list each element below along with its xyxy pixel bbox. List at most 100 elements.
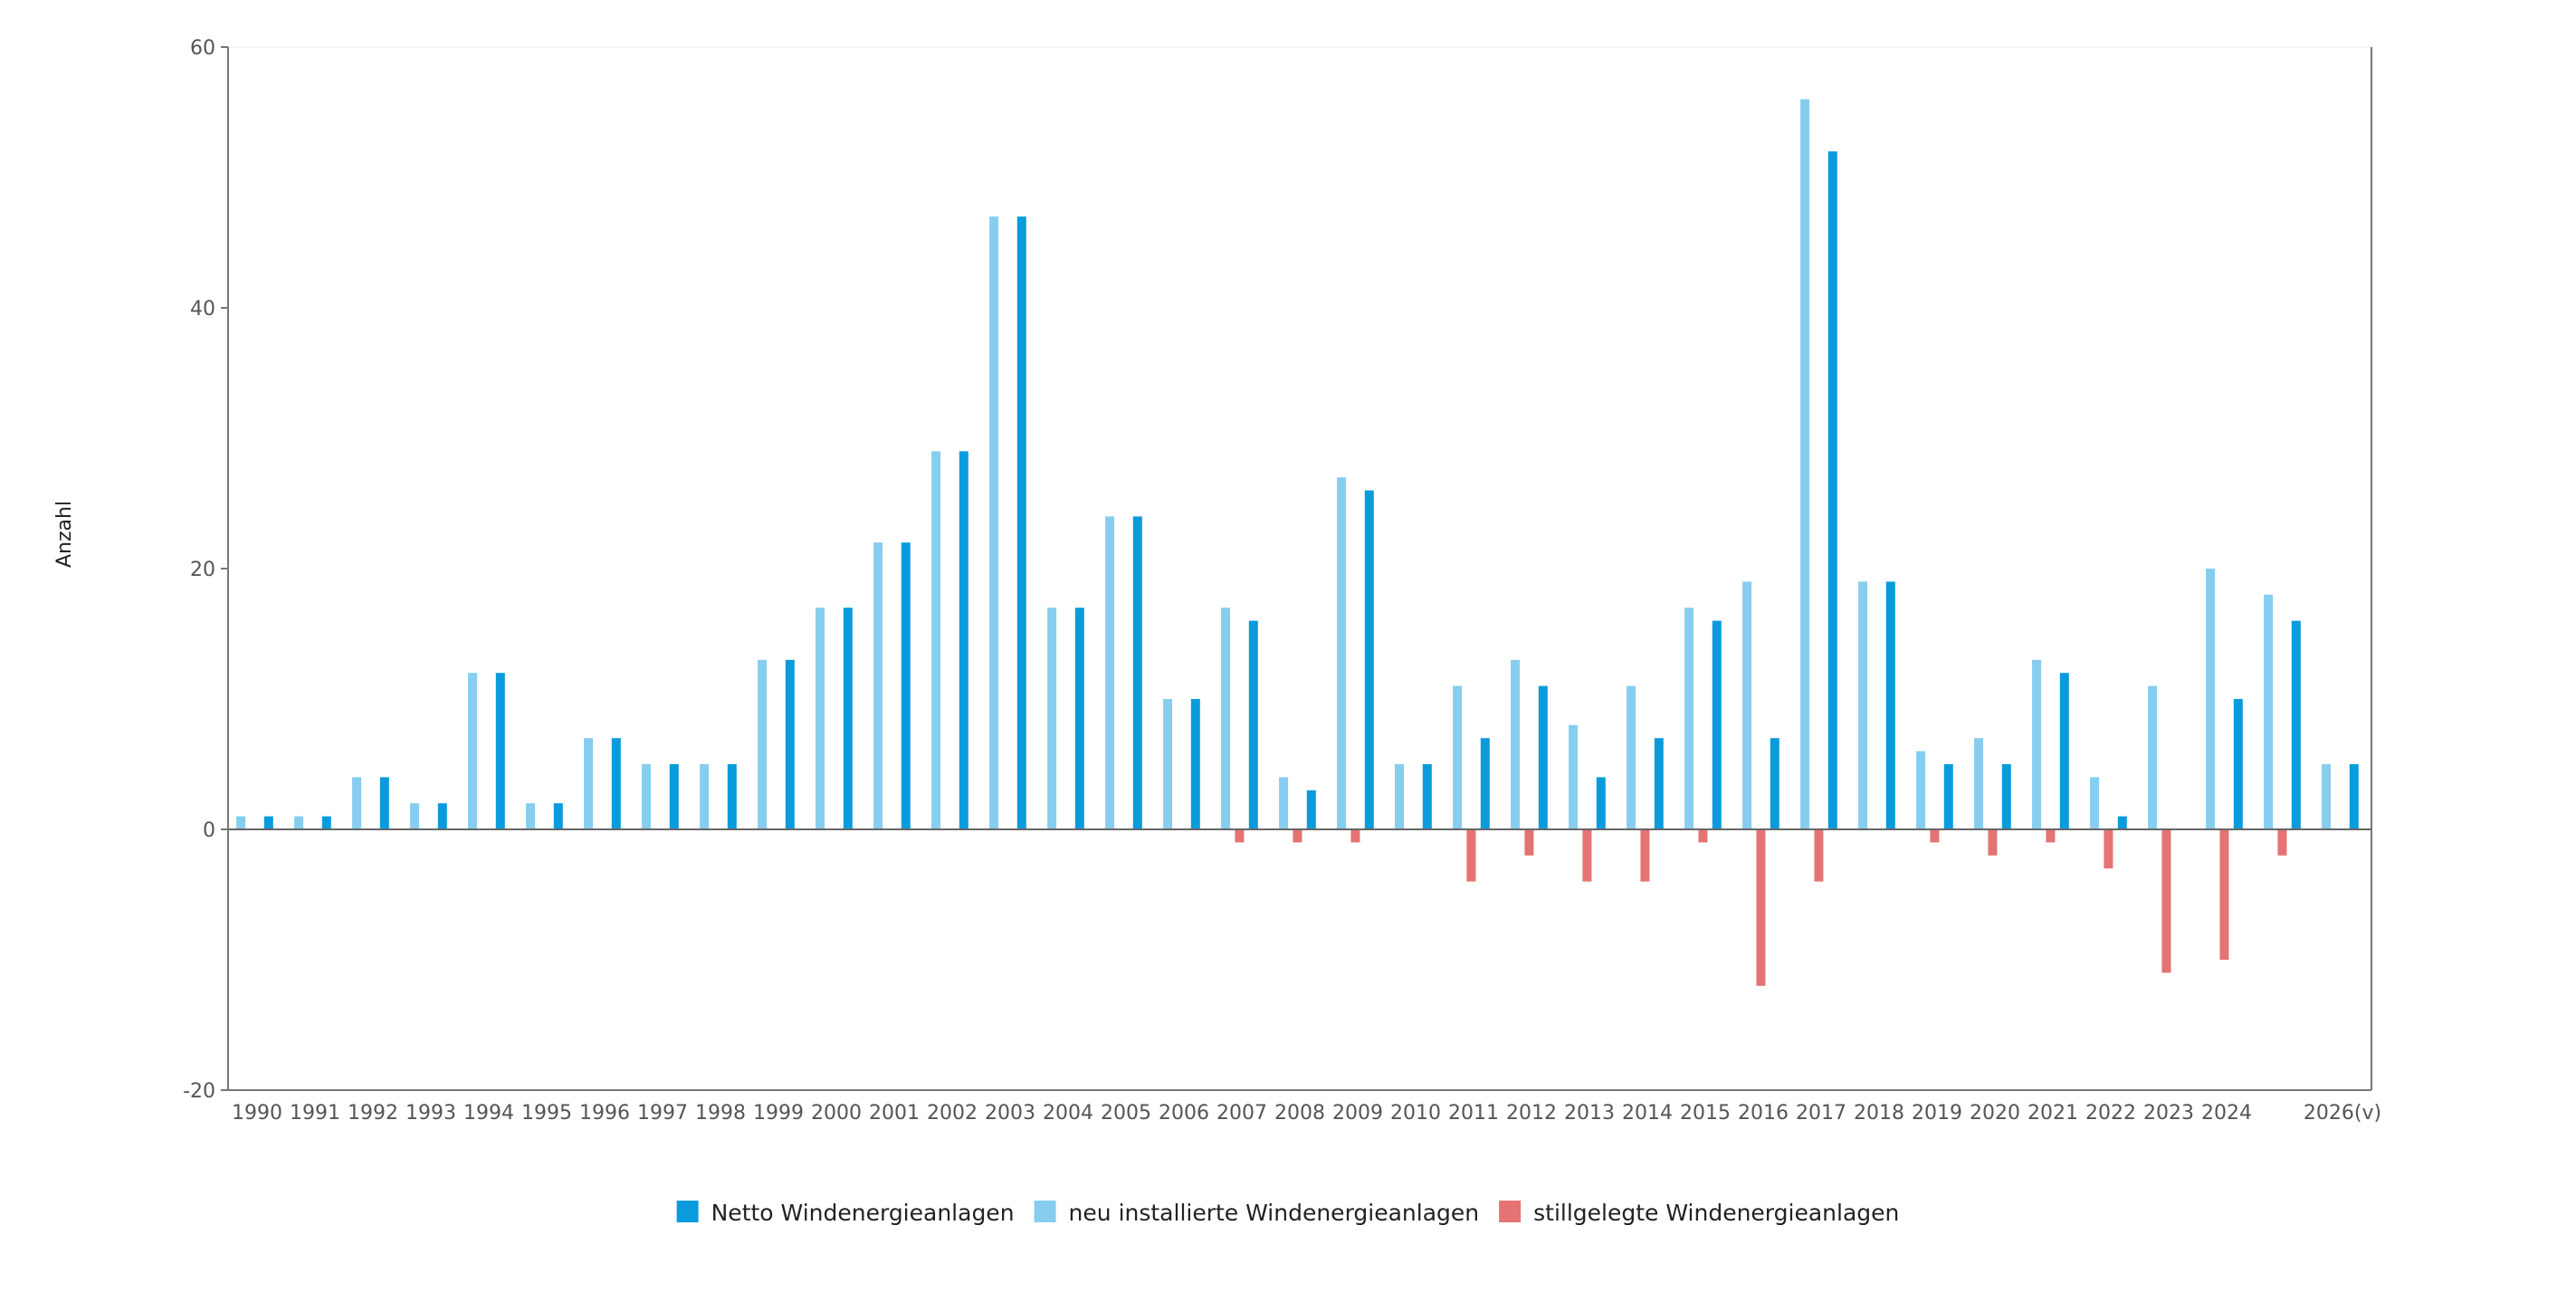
bar-netto-2024: [2233, 699, 2243, 829]
x-tick-label: 1997: [637, 1102, 688, 1125]
bar-netto-1991: [321, 816, 331, 829]
bar-neu-installiert-2002: [931, 451, 941, 829]
bar-netto-2003: [1016, 216, 1026, 829]
x-tick-label: 2001: [869, 1102, 920, 1125]
bar-netto-2005: [1132, 516, 1142, 829]
bar-neu-installiert-2007: [1221, 608, 1231, 829]
bar-neu-installiert-2016: [1742, 581, 1752, 829]
bar-neu-installiert-1990: [236, 816, 246, 829]
plot-area: [228, 46, 2372, 1090]
bar-neu-installiert-2023: [2148, 685, 2158, 829]
bar-neu-installiert-2008: [1279, 777, 1289, 829]
bar-stillgelegt-2009: [1350, 829, 1360, 843]
bar-stillgelegt-2024: [2219, 829, 2229, 960]
legend-item: Netto Windenergieanlagen: [676, 1200, 1015, 1226]
bar-netto-1999: [785, 659, 795, 829]
bar-netto-2011: [1480, 738, 1490, 829]
bar-netto-2020: [2001, 764, 2011, 829]
bar-neu-installiert-1993: [410, 803, 420, 829]
x-tick-label: 1996: [579, 1102, 630, 1125]
bar-stillgelegt-2011: [1466, 829, 1476, 882]
bar-netto-2015: [1712, 620, 1722, 829]
bar-netto-1992: [379, 777, 389, 829]
bar-netto-2019: [1943, 764, 1953, 829]
bar-netto-2008: [1306, 790, 1316, 829]
bar-stillgelegt-2020: [1988, 829, 1998, 856]
bar-netto-1995: [553, 803, 563, 829]
bar-neu-installiert-2017: [1800, 99, 1810, 830]
bar-netto-2026(v): [2349, 764, 2359, 829]
x-tick-label: 2013: [1564, 1102, 1615, 1125]
x-tick-label: 2012: [1506, 1102, 1557, 1125]
x-tick-label: 2015: [1680, 1102, 1731, 1125]
bars-layer: [236, 99, 2359, 986]
bar-neu-installiert-2009: [1337, 477, 1347, 829]
x-tick-label: 1990: [232, 1102, 282, 1125]
y-tick-label: 0: [203, 819, 215, 842]
bar-neu-installiert-2015: [1684, 608, 1694, 829]
bar-netto-2010: [1422, 764, 1432, 829]
x-tick-label: 2004: [1043, 1102, 1093, 1125]
x-tick-label: 1991: [290, 1102, 340, 1125]
bar-stillgelegt-2013: [1582, 829, 1592, 882]
bar-neu-installiert-2003: [989, 216, 999, 829]
x-tick-label: 2020: [1970, 1102, 2020, 1125]
bar-stillgelegt-2025: [2277, 829, 2287, 856]
y-tick-label: 40: [190, 298, 215, 321]
legend-swatch: [1034, 1201, 1056, 1222]
bar-stillgelegt-2014: [1640, 829, 1650, 882]
bar-netto-2025: [2291, 620, 2301, 829]
bar-neu-installiert-2012: [1511, 659, 1521, 829]
bar-netto-2016: [1770, 738, 1779, 829]
x-tick-label: 2014: [1622, 1102, 1673, 1125]
bar-neu-installiert-2013: [1569, 724, 1579, 829]
x-tick-label: 2003: [985, 1102, 1035, 1125]
x-tick-label: 2021: [2027, 1102, 2078, 1125]
bar-netto-1993: [437, 803, 447, 829]
x-tick-label: 1993: [405, 1102, 456, 1125]
x-tick-label: 1994: [463, 1102, 514, 1125]
bar-neu-installiert-1996: [584, 738, 594, 829]
legend-item: stillgelegte Windenergieanlagen: [1499, 1200, 1899, 1226]
bar-netto-2004: [1074, 608, 1084, 829]
legend-swatch: [676, 1201, 699, 1222]
bar-stillgelegt-2012: [1524, 829, 1534, 856]
bar-neu-installiert-2022: [2090, 777, 2100, 829]
y-tick-label: 60: [190, 37, 215, 60]
bar-netto-2017: [1827, 151, 1837, 829]
bar-netto-2009: [1364, 490, 1374, 829]
y-axis-title: Anzahl: [53, 501, 76, 568]
bar-neu-installiert-2010: [1395, 764, 1405, 829]
bar-netto-1994: [495, 673, 505, 829]
x-tick-label: 2008: [1274, 1102, 1325, 1125]
legend-label: stillgelegte Windenergieanlagen: [1533, 1200, 1899, 1226]
bar-netto-2001: [901, 542, 911, 829]
bar-neu-installiert-2004: [1047, 608, 1057, 829]
bar-netto-1990: [263, 816, 273, 829]
x-tick-label: 1992: [348, 1102, 398, 1125]
x-tick-label: 2019: [1912, 1102, 1962, 1125]
bar-stillgelegt-2023: [2161, 829, 2171, 973]
bar-neu-installiert-1995: [526, 803, 536, 829]
bar-netto-2006: [1190, 699, 1200, 829]
bar-netto-1997: [669, 764, 679, 829]
x-tick-label: 1995: [521, 1102, 572, 1125]
x-tick-label: 2022: [2085, 1102, 2136, 1125]
bar-neu-installiert-1998: [700, 764, 710, 829]
bar-stillgelegt-2015: [1698, 829, 1708, 843]
x-tick-label: 2000: [811, 1102, 862, 1125]
bar-netto-2014: [1654, 738, 1664, 829]
bar-neu-installiert-1991: [294, 816, 304, 829]
legend-swatch: [1499, 1201, 1522, 1222]
bar-neu-installiert-2021: [2032, 659, 2042, 829]
bar-stillgelegt-2021: [2046, 829, 2056, 843]
bar-netto-1996: [611, 738, 621, 829]
bar-neu-installiert-2020: [1974, 738, 1984, 829]
x-tick-label: 2023: [2143, 1102, 2194, 1125]
bar-neu-installiert-2024: [2206, 569, 2216, 829]
x-tick-label: 2024: [2201, 1102, 2252, 1125]
bar-stillgelegt-2022: [2104, 829, 2113, 869]
x-tick-label: 2005: [1101, 1102, 1151, 1125]
bar-neu-installiert-2001: [873, 542, 883, 829]
